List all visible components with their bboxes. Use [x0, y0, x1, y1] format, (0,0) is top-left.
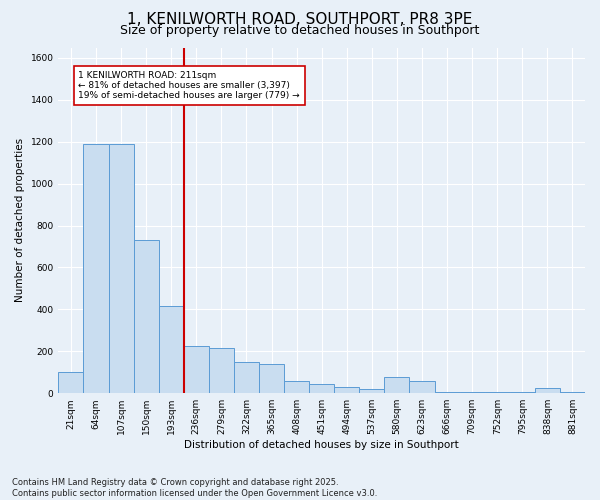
Bar [385, 378, 409, 393]
Bar [259, 364, 284, 393]
Text: 1, KENILWORTH ROAD, SOUTHPORT, PR8 3PE: 1, KENILWORTH ROAD, SOUTHPORT, PR8 3PE [127, 12, 473, 28]
Bar [83, 144, 109, 393]
Bar [334, 387, 359, 393]
Bar [234, 362, 259, 393]
Text: 1 KENILWORTH ROAD: 211sqm
← 81% of detached houses are smaller (3,397)
19% of se: 1 KENILWORTH ROAD: 211sqm ← 81% of detac… [79, 70, 300, 101]
Y-axis label: Number of detached properties: Number of detached properties [15, 138, 25, 302]
Bar [434, 392, 460, 393]
Text: Contains HM Land Registry data © Crown copyright and database right 2025.
Contai: Contains HM Land Registry data © Crown c… [12, 478, 377, 498]
Bar [309, 384, 334, 393]
Bar [460, 392, 485, 393]
Bar [159, 306, 184, 393]
Bar [58, 372, 83, 393]
Text: Size of property relative to detached houses in Southport: Size of property relative to detached ho… [121, 24, 479, 37]
Bar [535, 388, 560, 393]
Bar [109, 144, 134, 393]
Bar [409, 380, 434, 393]
Bar [510, 392, 535, 393]
Bar [284, 380, 309, 393]
Bar [134, 240, 159, 393]
Bar [485, 392, 510, 393]
Bar [560, 392, 585, 393]
Bar [359, 390, 385, 393]
X-axis label: Distribution of detached houses by size in Southport: Distribution of detached houses by size … [184, 440, 459, 450]
Bar [184, 346, 209, 393]
Bar [209, 348, 234, 393]
